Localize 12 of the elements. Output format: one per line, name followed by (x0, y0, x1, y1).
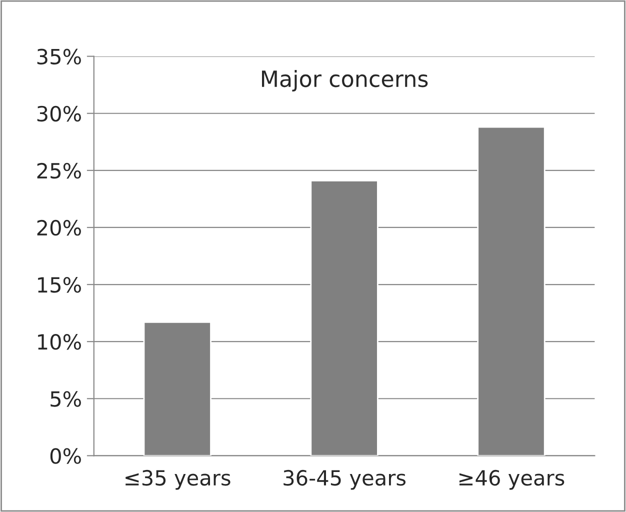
text: Major concerns (262, 70, 428, 92)
y-tick-label: 35% (37, 48, 81, 65)
y-tick-label: 10% (38, 334, 81, 350)
x-tick-label: ≤35 years (126, 470, 230, 490)
x-tick-label: ≥46 years (459, 470, 564, 490)
y-tick-label: 25% (37, 162, 81, 179)
y-tick-label: 30% (37, 106, 81, 122)
y-tick-label: 20% (37, 220, 81, 236)
y-tick-label: 5% (50, 391, 81, 407)
y-tick-label: 15% (38, 276, 81, 293)
x-tick-label: 36-45 years (284, 470, 406, 490)
y-tick-label: 0% (50, 448, 81, 464)
